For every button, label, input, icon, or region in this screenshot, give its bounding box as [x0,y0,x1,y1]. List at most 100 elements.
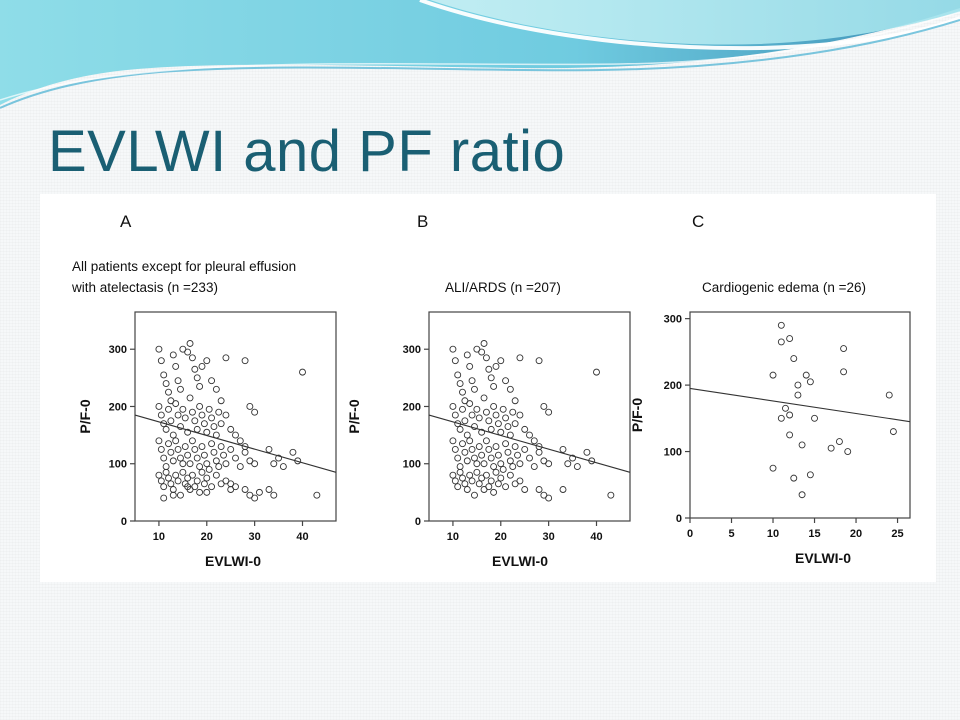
data-point [197,489,203,495]
data-point [455,455,461,461]
data-point [536,487,542,493]
data-point [464,432,470,438]
data-point [474,461,480,467]
data-point [471,386,477,392]
data-point [228,426,234,432]
data-point [168,449,174,455]
data-point [192,446,198,452]
data-point [218,398,224,404]
data-point [213,472,219,478]
header-wave-banner [0,0,960,115]
x-tick-label: 5 [728,528,734,540]
chart-title-line: ALI/ARDS (n =207) [445,280,561,295]
data-point [166,441,172,447]
data-point [462,418,468,424]
data-point [460,441,466,447]
slide-title: EVLWI and PF ratio [48,118,565,185]
data-point [841,369,847,375]
data-point [787,336,793,342]
data-point [479,452,485,458]
y-tick-label: 0 [121,516,127,528]
data-point [807,472,813,478]
data-point [170,352,176,358]
data-point [469,478,475,484]
data-point [189,438,195,444]
data-point [170,492,176,498]
data-point [515,452,521,458]
data-point [168,481,174,487]
data-point [213,386,219,392]
data-point [452,412,458,418]
data-point [252,495,258,501]
data-point [469,378,475,384]
data-point [280,464,286,470]
data-point [204,429,210,435]
data-point [536,358,542,364]
data-point [201,421,207,427]
data-point [476,481,482,487]
data-point [187,395,193,401]
data-point [452,358,458,364]
data-point [495,481,501,487]
data-point [457,426,463,432]
data-point [512,444,518,450]
data-point [156,438,162,444]
data-point [464,458,470,464]
data-point [209,441,215,447]
data-point [173,438,179,444]
data-point [252,409,258,415]
x-tick-label: 10 [447,531,459,543]
scatter-panel-a: A All patients except for pleural effusio… [71,212,336,569]
x-tick-label: 30 [249,531,261,543]
data-point [168,418,174,424]
y-tick-label: 300 [109,344,127,356]
data-point [467,363,473,369]
data-point [503,378,509,384]
data-point [194,426,200,432]
data-point [522,426,528,432]
data-point [510,464,516,470]
data-point [197,383,203,389]
x-tick-label: 10 [153,531,165,543]
x-tick-label: 0 [687,528,693,540]
data-point [778,415,784,421]
data-point [471,492,477,498]
data-point [483,355,489,361]
data-point [194,478,200,484]
data-point [503,415,509,421]
y-tick-label: 0 [676,513,682,525]
data-point [242,358,248,364]
panel-label: A [120,212,132,231]
data-point [469,446,475,452]
data-point [505,449,511,455]
data-point [517,355,523,361]
x-tick-label: 20 [850,528,862,540]
data-point [170,458,176,464]
data-point [495,452,501,458]
data-point [163,426,169,432]
data-point [531,464,537,470]
data-point [462,481,468,487]
data-point [204,358,210,364]
data-point [488,478,494,484]
data-point [493,469,499,475]
data-point [457,381,463,387]
data-point [187,340,193,346]
data-point [476,415,482,421]
data-point [189,472,195,478]
data-point [541,403,547,409]
data-point [233,432,239,438]
data-point [211,424,217,430]
scatter-panel-c: CCardiogenic edema (n =26)01002003000 5 10… [629,212,910,566]
data-point [495,421,501,427]
data-point [170,487,176,493]
data-point [166,406,172,412]
data-point [560,446,566,452]
data-point [584,449,590,455]
data-point [488,426,494,432]
data-point [505,424,511,430]
data-point [314,492,320,498]
data-point [507,472,513,478]
x-axis-label: EVLWI-0 [205,553,261,569]
data-point [464,352,470,358]
